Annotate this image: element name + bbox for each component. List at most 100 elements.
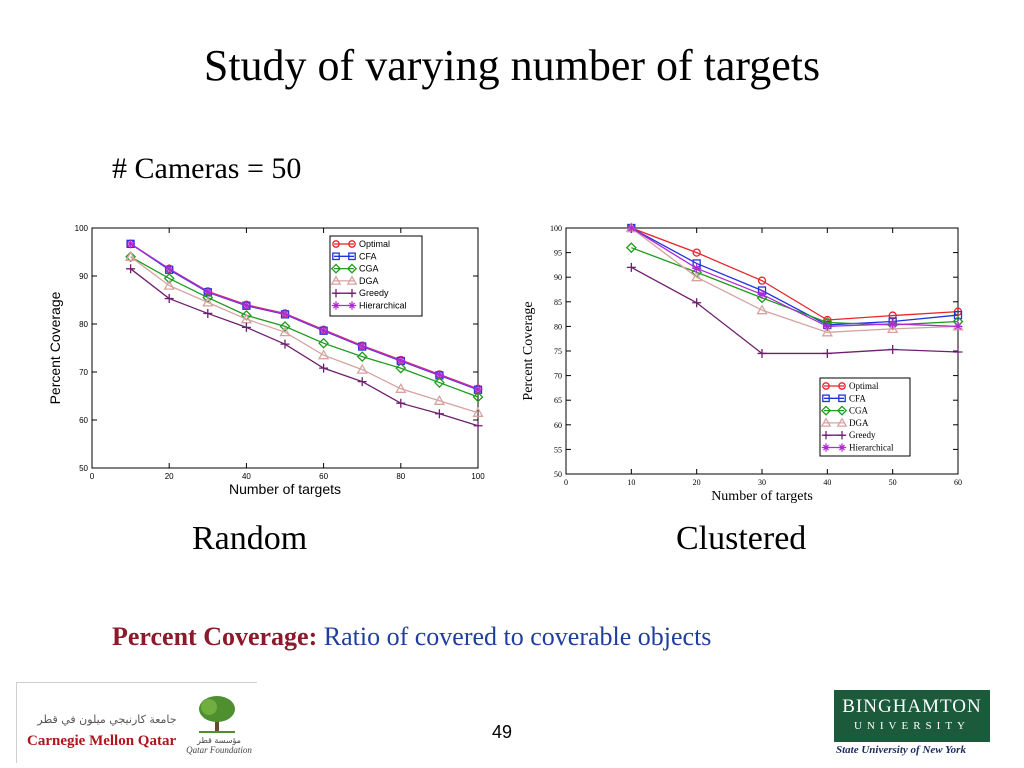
series-greedy xyxy=(626,262,963,358)
data-point-cga xyxy=(318,337,330,349)
data-point-hierarchical xyxy=(757,289,767,299)
x-tick-label: 50 xyxy=(889,478,897,487)
legend-marker-greedy xyxy=(821,431,831,440)
data-point-hierarchical xyxy=(357,341,367,351)
legend-marker-hierarchical xyxy=(347,301,357,310)
data-point-greedy xyxy=(357,377,367,387)
data-point-greedy xyxy=(888,345,898,355)
foundation-arabic-text: مؤسسة قطر xyxy=(196,736,241,745)
legend-label-hierarchical: Hierarchical xyxy=(849,443,894,453)
legend-marker-cga xyxy=(346,263,358,274)
definition: Percent Coverage: Ratio of covered to co… xyxy=(112,622,711,652)
legend-marker-dga xyxy=(820,417,832,427)
data-point-cga xyxy=(356,351,368,363)
series-line-greedy xyxy=(631,266,959,355)
data-point-hierarchical xyxy=(473,384,483,394)
y-tick-label: 90 xyxy=(554,273,562,282)
x-axis-label: Number of targets xyxy=(711,489,813,504)
data-point-dga xyxy=(163,279,175,290)
legend: Optimal CFA CGA DGA Greedy Hierarchical xyxy=(329,235,423,317)
data-point-hierarchical xyxy=(626,223,636,233)
data-point-cga xyxy=(625,242,637,254)
data-point-greedy xyxy=(692,298,702,308)
data-point-cfa xyxy=(953,310,963,320)
data-point-dga xyxy=(317,349,330,360)
legend-marker-optimal xyxy=(348,240,356,248)
y-axis-label: Percent Coverage xyxy=(48,291,63,404)
data-point-hierarchical xyxy=(434,370,444,380)
y-tick-label: 60 xyxy=(79,416,88,425)
data-point-hierarchical xyxy=(280,309,290,319)
cmu-qatar-logo: جامعة كارنيجي ميلون في قطر Carnegie Mell… xyxy=(16,682,257,763)
data-point-greedy xyxy=(396,398,406,408)
caption-clustered: Clustered xyxy=(676,520,807,557)
series-line-dga xyxy=(130,256,479,414)
legend-box xyxy=(329,235,423,317)
data-point-greedy xyxy=(319,363,329,373)
legend-marker-optimal xyxy=(822,382,830,390)
chart-clustered: 0 10 20 30 40 50 60 50 55 60 65 70 75 80 85 90 95 100 Numb… xyxy=(521,222,964,504)
legend: Optimal CFA CGA DGA Greedy Hierarchical xyxy=(819,377,911,457)
data-point-greedy xyxy=(822,348,832,358)
data-point-dga xyxy=(433,394,446,405)
legend-marker-greedy xyxy=(347,289,357,298)
x-tick-label: 20 xyxy=(165,472,174,481)
legend-marker-cga xyxy=(836,405,848,416)
data-point-optimal xyxy=(888,311,897,320)
legend-marker-cfa xyxy=(838,394,846,403)
data-point-greedy xyxy=(164,294,174,304)
x-tick-label: 0 xyxy=(564,478,568,487)
data-point-optimal xyxy=(692,248,701,257)
legend-label-cga: CGA xyxy=(359,264,379,274)
legend-marker-cfa xyxy=(332,252,340,261)
legend-marker-greedy xyxy=(331,289,341,298)
binghamton-logo: BINGHAMTON UNIVERSITY State University o… xyxy=(834,690,994,762)
data-point-cga xyxy=(125,251,137,263)
y-tick-label: 80 xyxy=(554,322,562,331)
legend-label-cga: CGA xyxy=(849,406,869,416)
legend-label-cfa: CFA xyxy=(359,251,377,261)
data-point-greedy xyxy=(126,264,136,274)
tree-icon xyxy=(199,696,235,733)
x-tick-label: 40 xyxy=(823,478,831,487)
data-point-dga xyxy=(202,296,214,307)
data-point-hierarchical xyxy=(396,355,406,365)
x-tick-label: 60 xyxy=(319,472,328,481)
series-greedy xyxy=(126,264,483,431)
y-tick-label: 70 xyxy=(79,368,88,377)
y-tick-label: 95 xyxy=(554,249,562,258)
data-point-greedy xyxy=(434,409,444,419)
data-point-dga xyxy=(395,382,407,393)
y-tick-label: 55 xyxy=(554,445,562,454)
series-line-hierarchical xyxy=(630,227,959,328)
data-point-greedy xyxy=(757,348,767,358)
legend-marker-dga xyxy=(836,417,848,427)
y-tick-label: 70 xyxy=(554,372,562,381)
x-axis-label: Number of targets xyxy=(229,481,341,497)
binghamton-name: BINGHAMTON xyxy=(842,696,982,717)
legend-marker-dga xyxy=(346,275,358,285)
definition-text: Ratio of covered to coverable objects xyxy=(323,622,712,651)
data-point-greedy xyxy=(241,322,251,332)
data-point-dga xyxy=(691,271,703,282)
data-point-greedy xyxy=(626,262,636,272)
data-point-greedy xyxy=(280,339,290,349)
cmu-arabic-text: جامعة كارنيجي ميلون في قطر xyxy=(36,713,176,726)
cmu-name-text: Carnegie Mellon Qatar xyxy=(27,733,176,749)
data-point-cga xyxy=(279,320,291,332)
legend-label-optimal: Optimal xyxy=(359,239,390,249)
data-point-dga xyxy=(821,326,833,337)
data-point-optimal xyxy=(757,276,767,285)
y-tick-label: 50 xyxy=(554,470,562,479)
data-point-hierarchical xyxy=(164,264,174,274)
page-number: 49 xyxy=(492,722,513,742)
data-point-dga xyxy=(124,250,137,261)
x-tick-label: 80 xyxy=(396,472,405,481)
x-tick-label: 40 xyxy=(242,472,251,481)
data-point-hierarchical xyxy=(203,287,213,297)
series-dga xyxy=(124,250,484,417)
y-tick-label: 90 xyxy=(79,272,88,281)
legend-marker-dga xyxy=(330,275,342,285)
y-tick-label: 100 xyxy=(75,224,89,233)
legend-marker-hierarchical xyxy=(331,301,341,310)
